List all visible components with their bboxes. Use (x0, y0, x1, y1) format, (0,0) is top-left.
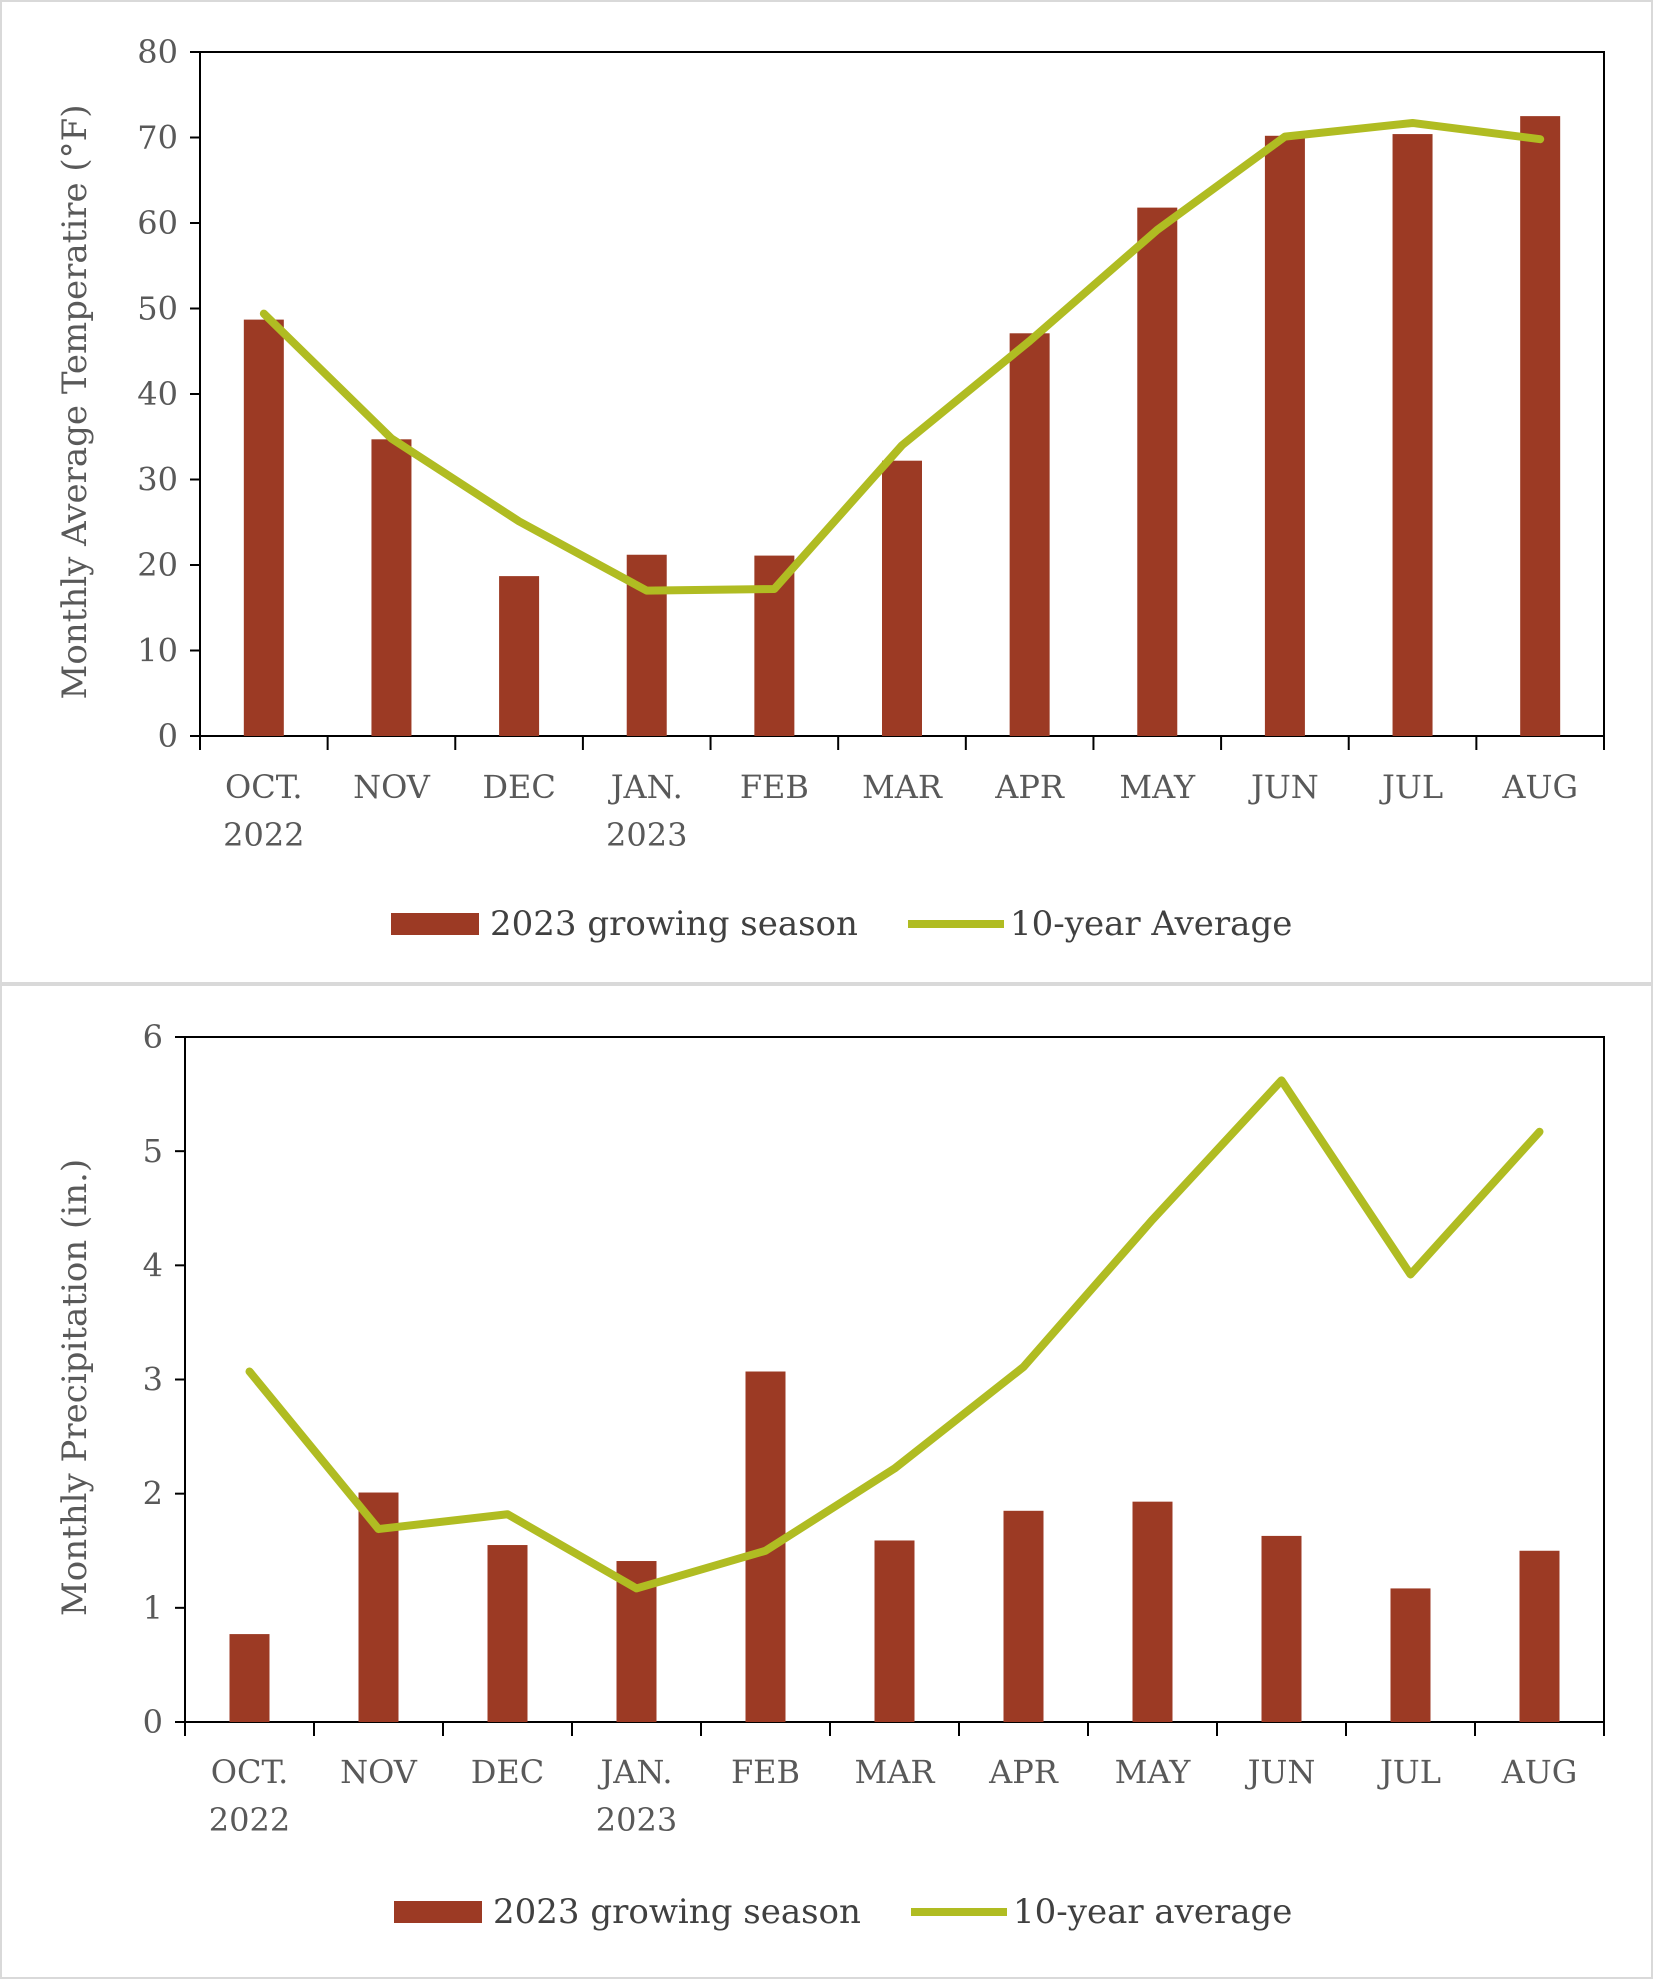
bar-nov (371, 439, 412, 736)
bar-aug (1519, 1550, 1560, 1722)
precipitation-chart: 0 1 2 3 4 5 6 OCT. 2022 NOV DEC JAN. 2023 FEB MAR APR MA… (55, 1018, 1605, 1932)
legend-bar-label: 2023 growing season (493, 1892, 861, 1932)
y-tick-label: 40 (137, 375, 178, 413)
line-point-feb (765, 1550, 766, 1552)
legend-line-label: 10-year Average (1010, 904, 1292, 944)
line-point-jun (1284, 136, 1286, 138)
line-point-nov (390, 437, 392, 439)
y-axis-title: Monthly Precipitation (in.) (55, 1159, 95, 1616)
x-tick-label: 2023 (606, 816, 687, 854)
x-tick-label: JUL (1377, 1753, 1441, 1791)
y-tick-label: 80 (137, 33, 178, 71)
x-tick-label: OCT. (211, 1753, 289, 1791)
legend-bar-swatch (394, 1901, 482, 1923)
line-point-aug (1539, 138, 1541, 140)
bar-mar (882, 460, 922, 736)
bar-oct (243, 319, 284, 736)
y-tick-label: 0 (143, 1703, 163, 1741)
bar-jul (1392, 134, 1433, 736)
x-tick-label: 2022 (209, 1801, 290, 1839)
x-tick-label: DEC (471, 1753, 545, 1791)
bar-jul (1390, 1588, 1431, 1722)
line-point-jun (1281, 1079, 1282, 1081)
y-tick-label: 20 (137, 546, 178, 584)
x-tick-label: APR (988, 1753, 1059, 1791)
bar-may (1132, 1501, 1173, 1722)
line-point-oct (249, 1371, 250, 1373)
legend-bar-label: 2023 growing season (490, 904, 858, 944)
bar-jun (1264, 135, 1305, 737)
line-point-oct (263, 313, 265, 315)
x-tick-label: DEC (482, 768, 556, 806)
line-point-mar (894, 1468, 895, 1470)
y-tick-label: 10 (137, 632, 178, 670)
y-tick-label: 50 (137, 290, 178, 328)
line-point-nov (378, 1528, 379, 1530)
y-tick-label: 5 (143, 1132, 163, 1170)
line-point-jul (1412, 122, 1414, 124)
line-point-jul (1410, 1273, 1411, 1275)
bar-apr (1003, 1510, 1044, 1722)
x-tick-label: OCT. (225, 768, 303, 806)
bar-apr (1009, 333, 1050, 736)
x-tick-label: APR (994, 768, 1065, 806)
temperature-chart: 0 10 20 30 40 50 60 70 80 OCT. 2022 NOV DEC JAN. 2023 F… (55, 33, 1605, 944)
line-point-apr (1023, 1366, 1024, 1368)
x-tick-label: MAR (855, 1753, 936, 1791)
legend-bar-swatch (391, 913, 479, 935)
line-point-may (1156, 229, 1158, 231)
y-tick-label: 30 (137, 461, 178, 499)
bar-aug (1520, 116, 1561, 736)
y-tick-label: 60 (137, 204, 178, 242)
precipitation-chart-panel: 0 1 2 3 4 5 6 OCT. 2022 NOV DEC JAN. 2023 FEB MAR APR MA… (0, 984, 1653, 1979)
x-tick-label: JUN (1248, 768, 1319, 806)
x-tick-label: MAY (1119, 768, 1196, 806)
y-tick-label: 3 (143, 1361, 163, 1399)
y-tick-label: 70 (137, 119, 178, 157)
legend-line-label: 10-year average (1013, 1892, 1292, 1932)
bar-oct (229, 1634, 270, 1722)
x-tick-label: NOV (353, 768, 431, 806)
legend: 2023 growing season 10-year average (394, 1892, 1292, 1932)
bar-dec (487, 1545, 528, 1722)
line-point-dec (507, 1513, 508, 1515)
x-tick-label: NOV (340, 1753, 418, 1791)
y-tick-label: 2 (143, 1475, 163, 1513)
line-point-may (1152, 1219, 1153, 1221)
temperature-chart-panel: 0 10 20 30 40 50 60 70 80 OCT. 2022 NOV DEC JAN. 2023 F… (0, 0, 1653, 984)
x-tick-label: MAY (1115, 1753, 1192, 1791)
y-tick-label: 6 (143, 1018, 163, 1056)
x-tick-label: 2022 (223, 816, 304, 854)
x-tick-label: JAN. (597, 1753, 672, 1791)
bar-dec (499, 576, 540, 736)
line-point-feb (773, 588, 775, 590)
x-tick-label: MAR (862, 768, 943, 806)
y-axis-title: Monthly Average Temperatire (°F) (55, 105, 95, 700)
y-tick-label: 1 (143, 1589, 163, 1627)
x-tick-label: FEB (731, 1753, 800, 1791)
bar-feb (754, 555, 795, 736)
x-tick-label: JUN (1245, 1753, 1316, 1791)
line-10-year-average (245, 1076, 1544, 1593)
x-tick-label: FEB (740, 768, 809, 806)
line-point-jan (646, 590, 648, 592)
line-point-jan (636, 1587, 637, 1589)
bar-may (1137, 207, 1178, 737)
x-tick-label: JUL (1379, 768, 1443, 806)
line-point-aug (1539, 1131, 1540, 1133)
x-tick-label: AUG (1501, 768, 1578, 806)
legend: 2023 growing season 10-year Average (391, 904, 1292, 944)
y-tick-label: 4 (143, 1246, 163, 1284)
line-point-dec (518, 520, 520, 522)
x-tick-label: 2023 (596, 1801, 677, 1839)
x-tick-label: JAN. (608, 768, 683, 806)
line-point-apr (1029, 340, 1031, 342)
bar-mar (874, 1540, 915, 1722)
x-tick-label: AUG (1501, 1753, 1578, 1791)
bar-jun (1261, 1535, 1302, 1722)
line-point-mar (901, 444, 903, 446)
y-tick-label: 0 (158, 717, 178, 755)
